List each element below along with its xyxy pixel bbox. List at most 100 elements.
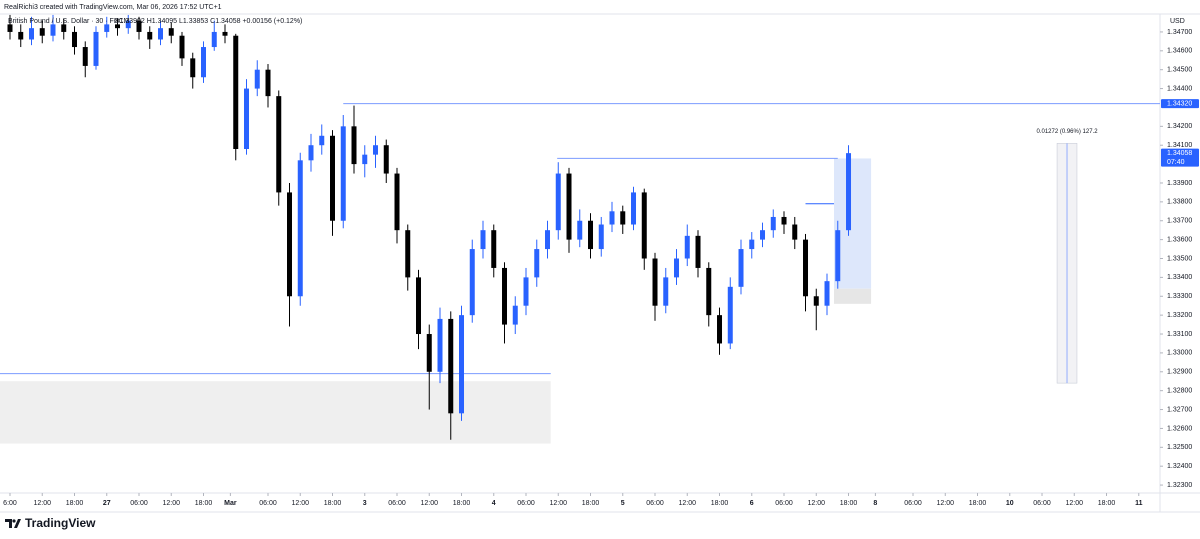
- y-tick-label: 1.33600: [1167, 236, 1192, 243]
- x-tick-label: 06:00: [646, 500, 664, 507]
- candle-body: [534, 249, 540, 278]
- candle-body: [211, 31, 217, 48]
- zone: [0, 381, 551, 444]
- candle-body: [136, 20, 142, 32]
- price-tag: [1161, 99, 1199, 109]
- candle-body: [609, 211, 615, 225]
- candle-body: [330, 135, 336, 221]
- candle-body: [416, 277, 422, 335]
- candle-body: [706, 267, 712, 316]
- candle-body: [598, 224, 604, 250]
- y-tick-label: 1.34500: [1167, 67, 1192, 74]
- candle-body: [491, 230, 497, 268]
- x-tick-label: 10: [1006, 500, 1014, 507]
- candle-body: [717, 315, 723, 344]
- candle-body: [459, 315, 465, 414]
- candle-body: [394, 173, 400, 231]
- x-tick-label: 06:00: [517, 500, 535, 507]
- y-tick-label: 1.34400: [1167, 85, 1192, 92]
- y-tick-label: 1.32900: [1167, 369, 1192, 376]
- candle-body: [362, 154, 368, 165]
- x-tick-label: 18:00: [66, 500, 84, 507]
- candle-body: [61, 24, 67, 32]
- candle-body: [373, 145, 379, 155]
- candle-body: [308, 145, 314, 161]
- x-tick-label: 06:00: [904, 500, 922, 507]
- y-tick-label: 1.32300: [1167, 482, 1192, 489]
- candle-body: [426, 334, 432, 372]
- candle-body: [147, 31, 153, 40]
- candle-body: [104, 24, 110, 32]
- candle-body: [803, 239, 809, 297]
- candle-body: [244, 88, 250, 149]
- candle-body: [620, 211, 626, 225]
- x-tick-label: 8: [873, 500, 877, 507]
- candle-body: [555, 173, 561, 231]
- candle-body: [254, 69, 260, 89]
- candle-body: [7, 24, 13, 32]
- candle-body: [502, 267, 508, 325]
- candle-body: [168, 28, 174, 36]
- y-tick-label: 1.34600: [1167, 48, 1192, 55]
- y-tick-label: 1.34200: [1167, 123, 1192, 130]
- x-tick-label: 06:00: [259, 500, 277, 507]
- candle-body: [749, 239, 755, 250]
- x-tick-label: 18:00: [840, 500, 858, 507]
- x-tick-label: 06:00: [130, 500, 148, 507]
- x-tick-label: 18:00: [969, 500, 987, 507]
- candle-body: [545, 230, 551, 250]
- x-tick-label: 06:00: [1033, 500, 1051, 507]
- y-tick-label: 1.33500: [1167, 255, 1192, 262]
- y-tick-label: 1.33200: [1167, 312, 1192, 319]
- x-tick-label: 12:00: [1066, 500, 1084, 507]
- candle-body: [319, 135, 325, 146]
- candle-body: [760, 230, 766, 240]
- x-tick-label: 27: [103, 500, 111, 507]
- candle-body: [276, 96, 282, 193]
- price-tag: [1161, 148, 1199, 167]
- x-tick-label: 12:00: [936, 500, 954, 507]
- candle-body: [18, 31, 24, 40]
- x-tick-label: Mar: [224, 500, 237, 507]
- candle-body: [222, 31, 228, 36]
- candle-body: [588, 220, 594, 250]
- candle-body: [179, 35, 185, 59]
- measure-label: 0.01272 (0.96%) 127.2: [1036, 129, 1098, 135]
- y-tick-label: 1.32400: [1167, 463, 1192, 470]
- x-tick-label: 12:00: [291, 500, 309, 507]
- currency: USD: [1170, 18, 1185, 25]
- y-tick-label: 1.32600: [1167, 425, 1192, 432]
- candle-body: [125, 20, 131, 29]
- symbol: British Pound / U.S. Dollar · 30 · FXCM: [8, 18, 130, 25]
- candle-body: [93, 31, 99, 66]
- candle-body: [287, 192, 293, 297]
- ohlc: O1.33902 H1.34095 L1.33853 C1.34058 +0.0…: [114, 18, 302, 25]
- y-tick-label: 1.33400: [1167, 274, 1192, 281]
- price-tag-label: 1.34058: [1167, 150, 1192, 157]
- x-tick-label: 18:00: [324, 500, 342, 507]
- y-tick-label: 1.33700: [1167, 218, 1192, 225]
- candle-body: [71, 31, 77, 48]
- candle-body: [39, 28, 45, 36]
- candle-body: [631, 192, 637, 225]
- candle-body: [190, 58, 196, 78]
- candle-body: [233, 35, 239, 149]
- candle-body: [781, 216, 787, 225]
- candle-body: [523, 277, 529, 306]
- x-tick-label: 12:00: [420, 500, 438, 507]
- candle-body: [114, 24, 120, 29]
- candle-body: [351, 126, 357, 165]
- y-tick-label: 1.34700: [1167, 29, 1192, 36]
- x-tick-label: 3: [363, 500, 367, 507]
- candle-body: [405, 230, 411, 278]
- y-tick-label: 1.33900: [1167, 180, 1192, 187]
- candle-body: [641, 192, 647, 259]
- candle-body: [695, 235, 701, 268]
- candle-body: [340, 126, 346, 221]
- x-tick-label: 12:00: [33, 500, 51, 507]
- candle-body: [674, 258, 680, 278]
- y-tick-label: 1.33300: [1167, 293, 1192, 300]
- candle-body: [50, 24, 56, 36]
- brand: TradingView: [25, 516, 96, 530]
